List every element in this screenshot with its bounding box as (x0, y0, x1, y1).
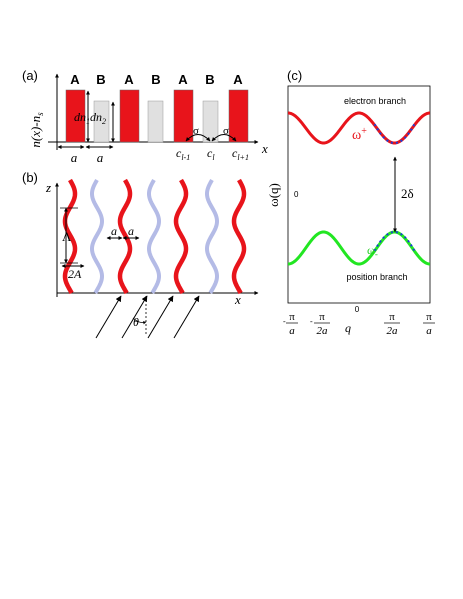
site-bar-b (147, 100, 164, 143)
dn2-label: dn2 (90, 110, 106, 126)
c-curr-label: cl (207, 146, 215, 162)
sigma-label: σ (193, 125, 199, 137)
tick-num: π (426, 311, 432, 323)
panel-c-xlabel: q (345, 321, 351, 335)
panel-a-ylabel: n(x)-ns (28, 112, 45, 148)
a-channel-wave (231, 178, 247, 295)
spacing-label: a (97, 150, 104, 165)
a-channel-wave (62, 178, 78, 295)
lower-approx-curve (373, 230, 416, 252)
site-label: B (151, 72, 160, 87)
panel-a: (a) n(x)-ns x A B A B A B A dn1 dn2 a (22, 68, 268, 165)
c-next-label: cl+1 (232, 146, 249, 162)
a-channel-wave (173, 178, 189, 295)
spacing-label: a (128, 224, 134, 238)
site-label: A (70, 72, 80, 87)
spacing-label: a (71, 150, 78, 165)
spacing-label: a (111, 224, 117, 238)
site-label: B (96, 72, 105, 87)
panel-a-label: (a) (22, 68, 38, 83)
site-label: A (124, 72, 134, 87)
panel-c: (c) ω(q) 0 electron branch position bran… (266, 68, 435, 337)
omega-plus-label: ω+ (352, 126, 367, 143)
b-channel-wave (89, 179, 105, 294)
tick-num: π (319, 311, 325, 323)
tick-den: a (289, 325, 295, 337)
tick-den: a (426, 325, 432, 337)
panel-c-label: (c) (287, 68, 302, 83)
amplitude-label: 2A (68, 267, 82, 281)
panel-b-label: (b) (22, 170, 38, 185)
b-channel-wave (146, 179, 162, 294)
incident-ray (95, 295, 122, 339)
panel-b: (b) z x Λ 2A a a θ (22, 170, 259, 339)
zero-y-label: 0 (294, 190, 299, 199)
upper-approx-curve (373, 123, 416, 145)
lower-band-curve (287, 230, 431, 266)
sigma-label: σ (223, 125, 229, 137)
b-channel-wave (204, 179, 220, 294)
omega-minus-label: ω- (367, 243, 378, 259)
site-label: B (205, 72, 214, 87)
site-label: A (178, 72, 188, 87)
tick-den: 2a (317, 325, 329, 337)
panel-a-xlabel: x (261, 141, 268, 156)
svg-text:-: - (283, 317, 286, 326)
site-bar-b (93, 100, 110, 143)
gap-label: 2δ (401, 186, 414, 201)
x-tick: - π a (283, 311, 298, 337)
hop-arc (211, 134, 237, 142)
panel-c-frame (287, 85, 431, 304)
x-tick: π 2a (384, 311, 400, 337)
tick-den: 2a (387, 325, 399, 337)
site-bar-a (228, 89, 249, 143)
tick-num: π (289, 311, 295, 323)
x-tick: π a (423, 311, 435, 337)
theta-arc (132, 317, 147, 325)
tick-num: π (389, 311, 395, 323)
site-bar-b (202, 100, 219, 143)
site-bar-a (119, 89, 140, 143)
incident-ray (121, 295, 148, 339)
upper-band-curve (287, 111, 431, 145)
hop-arc (185, 134, 211, 142)
positron-branch-label: position branch (346, 272, 407, 282)
incident-ray (147, 295, 174, 339)
zero-x-label: 0 (355, 305, 360, 314)
electron-branch-label: electron branch (344, 96, 406, 106)
x-tick: - π 2a (310, 311, 330, 337)
c-prev-label: cl-1 (176, 146, 190, 162)
site-bar-a (65, 89, 86, 143)
panel-c-ylabel: ω(q) (266, 183, 281, 207)
site-label: A (233, 72, 243, 87)
lambda-label: Λ (62, 229, 72, 244)
incident-ray (173, 295, 200, 339)
site-bar-a (173, 89, 194, 143)
theta-label: θ (133, 315, 139, 329)
dn1-label: dn1 (74, 110, 90, 126)
panel-b-zlabel: z (45, 180, 51, 195)
svg-text:-: - (310, 317, 313, 326)
panel-b-xlabel: x (234, 292, 241, 307)
